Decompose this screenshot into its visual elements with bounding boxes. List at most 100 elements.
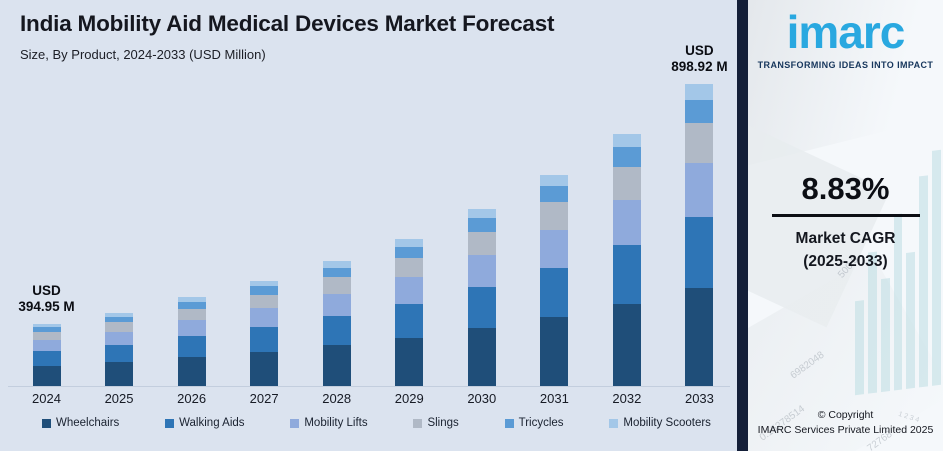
bar-segment-mobility-lifts	[322, 293, 351, 316]
bar-segment-slings	[612, 166, 641, 200]
legend-swatch-walking-aids	[165, 418, 175, 428]
bar-segment-mobility-lifts	[105, 331, 134, 346]
logo-tagline: TRANSFORMING IDEAS INTO IMPACT	[757, 59, 934, 70]
bar-segment-slings	[32, 332, 61, 341]
x-axis-label: 2025	[104, 391, 134, 406]
chart-pane: India Mobility Aid Medical Devices Marke…	[0, 0, 737, 451]
bar-segment-wheelchairs	[322, 345, 351, 386]
value-label-2033: USD 898.92 M	[671, 43, 728, 75]
legend-item-mobility-lifts: Mobility Lifts	[290, 417, 368, 429]
bar-segment-wheelchairs	[467, 328, 496, 386]
bar-segment-walking-aids	[322, 316, 351, 346]
bar-segment-mobility-scooters	[685, 84, 714, 100]
bar-segment-wheelchairs	[250, 351, 279, 386]
bar-segment-wheelchairs	[177, 357, 206, 386]
imarc-logo: imarc	[786, 6, 906, 58]
bar-2031	[540, 175, 569, 386]
brand-panel: 500.0 6982048 0.15278514 72768 1 2 3 4 i…	[748, 0, 943, 451]
bar-segment-mobility-scooters	[540, 175, 569, 186]
bar-2026	[177, 297, 206, 386]
bar-segment-tricycles	[322, 267, 351, 278]
bar-2033	[685, 84, 714, 386]
bar-segment-mobility-lifts	[540, 229, 569, 268]
legend-label: Mobility Lifts	[304, 417, 368, 429]
x-axis-label: 2031	[539, 391, 569, 406]
bar-segment-mobility-scooters	[105, 313, 134, 317]
bar-segment-walking-aids	[105, 345, 134, 363]
bar-2029	[395, 239, 424, 386]
x-axis-label: 2027	[249, 391, 279, 406]
bar-segment-mobility-scooters	[612, 134, 641, 148]
cagr-label: Market CAGR	[795, 230, 896, 247]
bar-segment-tricycles	[105, 316, 134, 323]
x-axis-label: 2033	[684, 391, 714, 406]
bar-segment-walking-aids	[395, 303, 424, 339]
decor-number: 6982048	[788, 349, 827, 382]
legend-swatch-mobility-scooters	[609, 418, 619, 428]
bar-segment-walking-aids	[540, 267, 569, 318]
x-axis-line	[8, 386, 730, 387]
bar-segment-walking-aids	[250, 327, 279, 352]
legend-item-slings: Slings	[413, 417, 459, 429]
bar-segment-walking-aids	[177, 336, 206, 358]
bar-segment-walking-aids	[685, 216, 714, 288]
bar-segment-tricycles	[467, 218, 496, 233]
cagr-period: (2025-2033)	[803, 253, 888, 271]
legend-item-wheelchairs: Wheelchairs	[42, 417, 119, 429]
legend-item-mobility-scooters: Mobility Scooters	[609, 417, 711, 429]
bar-segment-mobility-scooters	[395, 239, 424, 247]
legend-swatch-wheelchairs	[42, 418, 51, 428]
bar-segment-slings	[105, 322, 134, 332]
bar-2032	[612, 134, 641, 386]
plot-area: 2024 2025 2026 2027 2028 2029 2030 2031 2032 2033…	[8, 43, 730, 406]
bar-segment-wheelchairs	[105, 362, 134, 386]
bar-segment-mobility-scooters	[32, 324, 61, 328]
bar-segment-tricycles	[395, 246, 424, 259]
bar-segment-walking-aids	[612, 244, 641, 305]
legend-label: Walking Aids	[179, 417, 245, 429]
value-label-2024: USD 394.95 M	[18, 283, 75, 315]
bar-segment-wheelchairs	[612, 304, 641, 386]
bar-segment-tricycles	[612, 147, 641, 167]
bar-segment-wheelchairs	[540, 317, 569, 386]
legend-swatch-tricycles	[504, 418, 514, 428]
bar-segment-mobility-scooters	[250, 281, 279, 287]
bar-segment-walking-aids	[467, 286, 496, 329]
cagr-block: 8.83% Market CAGR (2025-2033)	[748, 171, 943, 274]
x-axis-label: 2024	[32, 391, 61, 406]
bar-segment-tricycles	[177, 301, 206, 309]
bar-2027	[250, 281, 279, 386]
bar-segment-tricycles	[540, 185, 569, 203]
legend-label: Slings	[427, 417, 459, 429]
bar-segment-wheelchairs	[395, 338, 424, 386]
bar-segment-slings	[467, 232, 496, 256]
bar-segment-slings	[395, 258, 424, 278]
bar-segment-mobility-lifts	[177, 320, 206, 337]
bar-2030	[467, 209, 496, 386]
bar-segment-tricycles	[685, 99, 714, 124]
bar-segment-tricycles	[250, 286, 279, 295]
cagr-value: 8.83%	[801, 171, 890, 206]
bar-segment-slings	[322, 277, 351, 294]
chart-subtitle: Size, By Product, 2024-2033 (USD Million…	[20, 47, 266, 62]
logo-block: imarc TRANSFORMING IDEAS INTO IMPACT	[748, 6, 943, 70]
bar-segment-tricycles	[32, 327, 61, 333]
legend-label: Wheelchairs	[56, 417, 120, 429]
x-axis-label: 2032	[612, 391, 642, 406]
x-axis-label: 2028	[322, 391, 352, 406]
x-axis-label: 2026	[177, 391, 207, 406]
copyright-line2: IMARC Services Private Limited 2025	[757, 423, 934, 436]
copyright-line1: © Copyright	[817, 408, 874, 421]
bar-segment-mobility-lifts	[467, 255, 496, 287]
legend-label: Mobility Scooters	[623, 417, 711, 429]
bar-2025	[105, 313, 134, 386]
legend-item-walking-aids: Walking Aids	[165, 417, 245, 429]
bar-segment-mobility-lifts	[612, 199, 641, 245]
bar-segment-mobility-scooters	[322, 261, 351, 268]
bar-segment-slings	[177, 308, 206, 321]
bar-segment-wheelchairs	[32, 365, 61, 386]
legend-label: Tricycles	[518, 417, 564, 429]
bar-segment-slings	[540, 202, 569, 230]
legend: Wheelchairs Walking Aids Mobility Lifts Sli…	[42, 417, 711, 429]
